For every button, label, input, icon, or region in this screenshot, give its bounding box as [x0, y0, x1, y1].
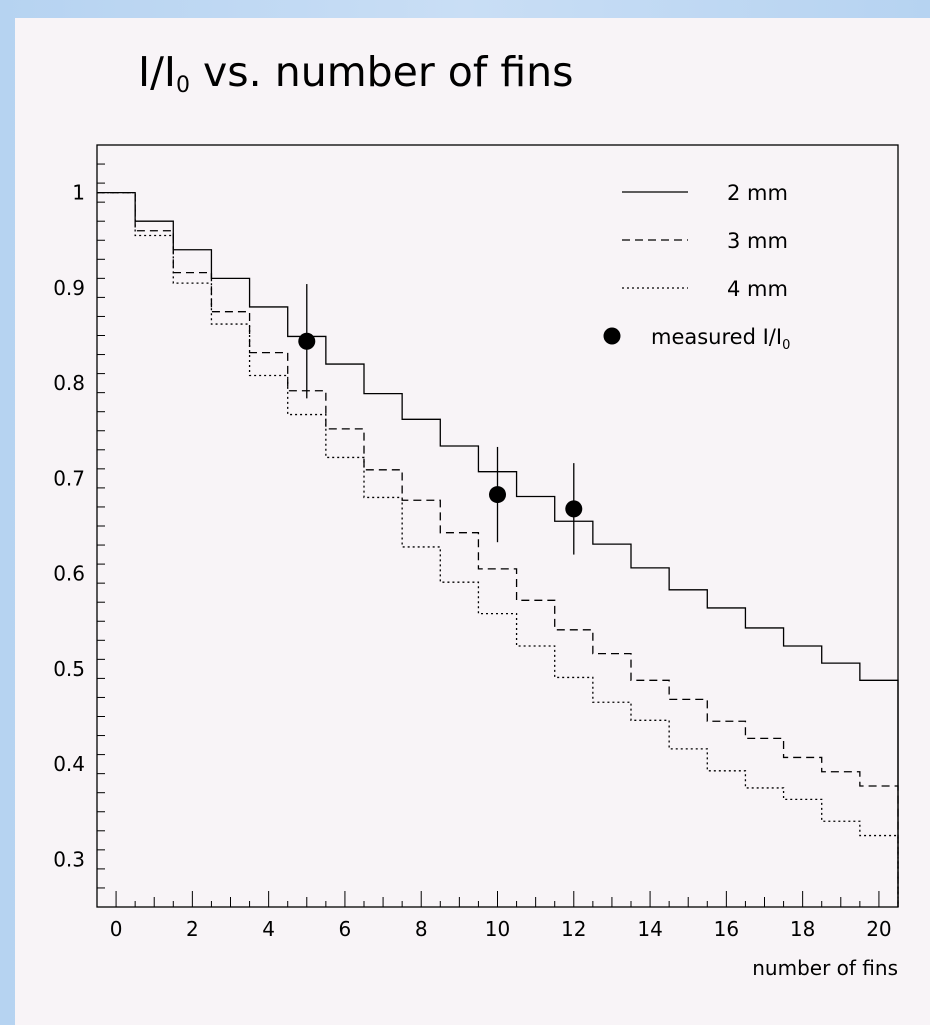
legend-label: 2 mm	[727, 181, 788, 205]
measured-point	[489, 486, 506, 504]
x-tick-label: 0	[110, 917, 123, 941]
y-tick-label: 0.5	[53, 657, 85, 681]
series-line-4-mm	[97, 191, 899, 907]
x-tick-label: 12	[561, 917, 586, 941]
legend-label-measured: measured I/I0	[651, 325, 790, 353]
x-tick-label: 8	[415, 917, 428, 941]
y-tick-label: 0.8	[53, 371, 85, 395]
legend-label: 4 mm	[727, 277, 788, 301]
x-tick-label: 4	[262, 917, 275, 941]
title-prefix: I/I	[138, 48, 176, 96]
legend-measured-main: measured I/I	[651, 325, 782, 349]
x-axis-label: number of fins	[752, 956, 898, 980]
x-tick-label: 14	[637, 917, 662, 941]
series-line-2-mm	[97, 191, 899, 907]
title-suffix: vs. number of fins	[190, 48, 574, 96]
x-tick-label: 2	[186, 917, 199, 941]
x-tick-label: 20	[866, 917, 891, 941]
series-line-3-mm	[97, 191, 899, 907]
x-tick-label: 18	[790, 917, 815, 941]
title-subscript: 0	[176, 73, 190, 98]
measured-point	[298, 332, 316, 350]
x-tick-label: 16	[714, 917, 739, 941]
x-tick-label: 10	[485, 917, 510, 941]
measured-point	[565, 500, 583, 518]
y-tick-label: 0.7	[53, 466, 85, 490]
y-tick-label: 0.4	[53, 752, 85, 776]
y-tick-label: 0.6	[53, 562, 85, 586]
chart-title: I/I0 vs. number of fins	[138, 52, 574, 97]
y-tick-label: 0.3	[53, 847, 85, 871]
y-tick-label: 1	[72, 181, 85, 205]
legend-label: 3 mm	[727, 229, 788, 253]
legend-measured-subscript: 0	[782, 338, 790, 353]
chart-background	[15, 18, 930, 1025]
legend-marker-measured	[603, 327, 621, 345]
y-tick-label: 0.9	[53, 276, 85, 300]
x-tick-label: 6	[339, 917, 352, 941]
